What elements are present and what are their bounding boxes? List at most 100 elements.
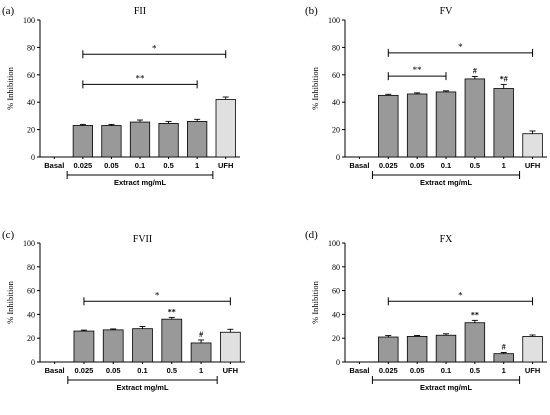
bar — [215, 99, 236, 158]
y-tick-label: 60 — [332, 287, 340, 296]
bar — [102, 329, 124, 363]
x-axis-label: Extract mg/mL — [420, 178, 473, 187]
significance-annotation: ** — [168, 307, 176, 316]
bar — [190, 342, 212, 363]
x-tick-label: Basal — [44, 161, 64, 170]
x-tick-label: 0.025 — [379, 161, 398, 170]
y-tick-label: 20 — [332, 334, 340, 343]
bar — [129, 121, 151, 158]
bar — [158, 123, 179, 158]
y-axis-label: % Inhibition — [5, 66, 15, 109]
x-tick-label: 0.1 — [135, 161, 145, 170]
y-tick-label: 40 — [332, 98, 340, 107]
y-tick-label: 100 — [23, 239, 35, 248]
bar — [378, 336, 399, 363]
bar — [72, 125, 93, 158]
x-tick-label: Basal — [349, 161, 369, 170]
y-tick-label: 0 — [336, 153, 340, 162]
panel-title: FVII — [133, 234, 152, 245]
y-tick-label: 20 — [27, 334, 35, 343]
x-tick-label: 0.1 — [441, 366, 451, 375]
x-tick-label: 0.025 — [73, 161, 92, 170]
panel-title: FX — [440, 234, 454, 245]
bar — [219, 331, 241, 363]
y-tick-label: 100 — [328, 239, 340, 248]
x-tick-label: 0.05 — [410, 366, 425, 375]
x-tick-label: Basal — [45, 366, 65, 375]
x-axis-label: Extract mg/mL — [116, 383, 169, 392]
x-tick-label: 1 — [199, 366, 203, 375]
x-tick-label: UFH — [218, 161, 233, 170]
y-tick-label: 100 — [23, 16, 35, 25]
chart-panel-3: (c) FVII 0 20 40 60 80 100 % Inhibition Basal 0.02… — [2, 229, 245, 392]
x-tick-label: 0.5 — [470, 366, 480, 375]
y-tick-label: 0 — [31, 358, 35, 367]
significance-label: * — [458, 290, 463, 300]
bar — [522, 133, 543, 158]
y-axis-label: % Inhibition — [5, 280, 15, 323]
x-tick-label: 0.1 — [441, 161, 451, 170]
x-axis-label: Extract mg/mL — [114, 178, 167, 187]
bar — [378, 94, 399, 158]
x-tick-label: Basal — [349, 366, 369, 375]
bar — [161, 318, 183, 363]
y-tick-label: 100 — [328, 16, 340, 25]
significance-annotation: # — [473, 66, 477, 75]
x-tick-label: 1 — [195, 161, 199, 170]
significance-annotation: # — [502, 342, 506, 351]
x-tick-label: UFH — [525, 161, 540, 170]
bar — [132, 328, 153, 363]
x-tick-label: 0.5 — [470, 161, 480, 170]
bar — [522, 336, 543, 363]
y-tick-label: 60 — [27, 71, 35, 80]
y-axis-label: % Inhibition — [310, 66, 320, 109]
x-tick-label: 0.05 — [104, 161, 119, 170]
chart-panel-2: (b) FV 0 20 40 60 80 100 % Inhibition Basal 0.025 0… — [305, 5, 547, 187]
y-tick-label: 40 — [27, 310, 35, 319]
bar — [464, 322, 486, 363]
panel-title: FII — [134, 6, 146, 17]
y-tick-label: 80 — [27, 263, 35, 272]
bar — [406, 336, 428, 363]
x-tick-label: 0.1 — [137, 366, 147, 375]
chart-panel-1: (a) FII 0 20 40 60 80 100 % Inhibition Basal 0.025… — [2, 5, 240, 187]
panel-letter: (c) — [2, 229, 15, 241]
panel-letter: (a) — [2, 5, 15, 17]
significance-label: * — [155, 290, 160, 300]
y-tick-label: 80 — [332, 43, 340, 52]
y-tick-label: 0 — [31, 153, 35, 162]
bar — [493, 353, 514, 363]
y-tick-label: 0 — [336, 358, 340, 367]
x-tick-label: 0.05 — [410, 161, 425, 170]
chart-panel-4: (d) FX 0 20 40 60 80 100 % Inhibition Basal 0.025 0… — [305, 229, 547, 392]
y-tick-label: 80 — [27, 43, 35, 52]
significance-label: ** — [413, 65, 423, 75]
x-tick-label: 0.025 — [379, 366, 398, 375]
y-axis-label: % Inhibition — [310, 280, 320, 323]
y-tick-label: 60 — [27, 287, 35, 296]
x-tick-label: 1 — [502, 366, 506, 375]
panel-title: FV — [440, 6, 454, 17]
y-tick-label: 40 — [332, 310, 340, 319]
x-tick-label: 0.05 — [106, 366, 121, 375]
x-tick-label: 0.025 — [75, 366, 94, 375]
bar — [101, 125, 122, 158]
significance-label: * — [458, 42, 463, 52]
bar — [493, 88, 514, 158]
x-axis-label: Extract mg/mL — [420, 383, 473, 392]
y-tick-label: 60 — [332, 71, 340, 80]
significance-label: * — [152, 43, 157, 53]
bar — [435, 334, 457, 363]
x-tick-label: 0.5 — [167, 366, 177, 375]
bar — [435, 91, 457, 158]
x-tick-label: 0.5 — [163, 161, 173, 170]
bar — [464, 78, 486, 158]
bar — [406, 93, 428, 158]
y-tick-label: 80 — [332, 263, 340, 272]
x-tick-label: UFH — [525, 366, 540, 375]
bar — [187, 120, 208, 158]
significance-annotation: ** — [471, 310, 479, 319]
panel-letter: (b) — [305, 5, 318, 17]
